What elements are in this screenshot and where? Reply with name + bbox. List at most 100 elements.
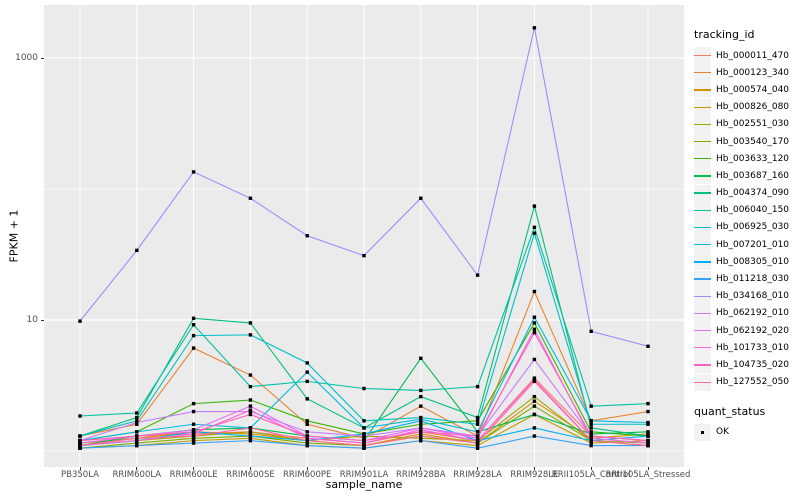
legend-item: Hb_006040_150	[694, 201, 800, 219]
legend-item-label: Hb_006925_030	[716, 222, 790, 233]
y-axis-title: FPKM + 1	[7, 209, 21, 263]
data-point	[248, 384, 253, 389]
x-tick-label: PB350LA	[61, 470, 99, 480]
legend-item-label: Hb_062192_020	[716, 325, 790, 336]
data-point	[532, 315, 537, 319]
legend-item-label: OK	[716, 427, 729, 438]
x-tick-mark	[590, 467, 592, 470]
data-point	[475, 273, 480, 277]
data-point	[589, 422, 593, 426]
data-point	[248, 321, 253, 325]
x-tick-mark	[249, 467, 251, 470]
data-point	[532, 399, 537, 403]
legend-items-tracking-id: Hb_000011_470 Hb_000123_340 Hb_000574_040 H…	[694, 47, 800, 391]
legend-item-label: Hb_007201_010	[716, 239, 790, 250]
legend-key-swatch	[694, 423, 711, 441]
legend-item-label: Hb_011218_030	[716, 274, 790, 285]
legend: tracking_id Hb_000011_470 Hb_000123_340 Hb…	[694, 28, 800, 441]
data-point	[191, 346, 196, 350]
data-point	[589, 329, 593, 333]
x-tick-label: RRII105LA_Stressed	[605, 470, 691, 480]
data-point	[419, 426, 423, 430]
legend-line-icon	[694, 329, 711, 332]
data-point	[475, 384, 480, 389]
x-tick-mark	[136, 467, 138, 470]
data-point	[135, 438, 139, 443]
data-point	[248, 430, 253, 434]
data-point	[248, 438, 253, 443]
legend-line-icon	[694, 226, 711, 229]
data-point	[589, 419, 593, 423]
data-point	[419, 196, 423, 200]
data-point	[589, 438, 593, 443]
data-point	[589, 441, 593, 445]
legend-item-label: Hb_004374_090	[716, 188, 790, 199]
data-point	[305, 443, 309, 448]
legend-key-swatch	[694, 184, 711, 202]
data-point	[475, 430, 480, 434]
data-point	[135, 434, 139, 438]
legend-key-swatch	[694, 115, 711, 133]
data-point	[135, 422, 139, 426]
data-point	[646, 420, 650, 425]
legend-line-icon	[694, 89, 711, 91]
data-point	[248, 408, 253, 412]
legend-line-icon	[694, 158, 711, 160]
data-point	[532, 225, 537, 230]
legend-line-icon	[694, 106, 711, 108]
legend-key-swatch	[694, 339, 711, 357]
data-point	[475, 438, 480, 443]
data-point	[305, 361, 309, 365]
data-point	[191, 434, 196, 438]
data-point	[589, 426, 593, 430]
data-point	[248, 373, 253, 377]
legend-item: Hb_007201_010	[694, 236, 800, 254]
legend-line-icon	[694, 364, 711, 366]
data-point	[191, 333, 196, 338]
legend-item-label: Hb_008305_010	[716, 256, 790, 267]
data-point	[248, 412, 253, 417]
data-point	[646, 344, 650, 348]
data-point	[78, 446, 82, 450]
data-point	[191, 438, 196, 443]
data-point	[305, 422, 309, 426]
data-point	[78, 441, 82, 445]
legend-item: Hb_000574_040	[694, 81, 800, 99]
data-point	[419, 430, 423, 434]
legend-item: Hb_008305_010	[694, 253, 800, 271]
data-point	[191, 170, 196, 174]
data-point	[78, 438, 82, 443]
data-point	[362, 426, 366, 430]
data-point	[305, 379, 309, 384]
data-point	[532, 330, 537, 335]
data-point	[248, 333, 253, 337]
data-point	[362, 438, 366, 443]
data-point	[419, 428, 423, 432]
data-point	[248, 398, 253, 402]
data-point	[248, 432, 253, 436]
legend-item: Hb_127552_050	[694, 373, 800, 391]
data-point	[248, 426, 253, 430]
x-tick-mark	[363, 467, 365, 470]
data-point	[135, 248, 139, 253]
data-point	[191, 436, 196, 441]
legend-key-swatch	[694, 167, 711, 185]
data-point	[475, 422, 480, 426]
legend-item-label: Hb_062192_010	[716, 308, 790, 319]
data-point	[191, 409, 196, 414]
data-point	[135, 415, 139, 420]
legend-item: Hb_003687_160	[694, 167, 800, 185]
legend-item-label: Hb_000123_340	[716, 67, 790, 78]
legend-line-icon	[694, 192, 711, 194]
legend-key-swatch	[694, 373, 711, 391]
legend-line-icon	[694, 140, 711, 143]
data-point	[532, 394, 537, 399]
x-tick-mark	[647, 467, 649, 470]
x-tick-mark	[533, 467, 535, 470]
data-point	[419, 432, 423, 436]
data-point	[78, 434, 82, 438]
data-point	[532, 357, 537, 362]
legend-item: Hb_004374_090	[694, 184, 800, 202]
legend-line-icon	[694, 347, 711, 349]
data-point	[419, 438, 423, 443]
